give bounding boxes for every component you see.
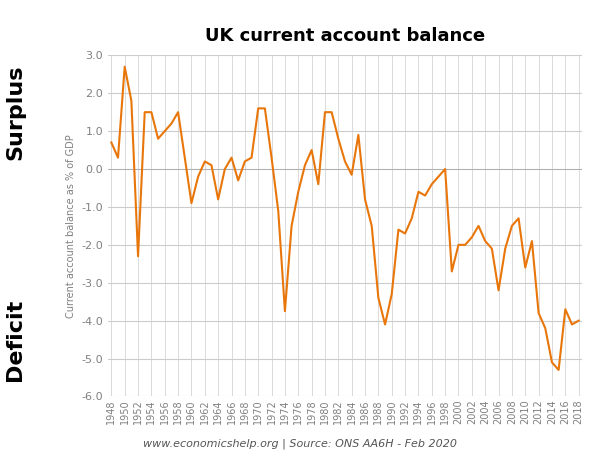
Text: Deficit: Deficit	[5, 298, 25, 381]
Text: www.economicshelp.org | Source: ONS AA6H - Feb 2020: www.economicshelp.org | Source: ONS AA6H…	[143, 439, 457, 449]
Title: UK current account balance: UK current account balance	[205, 28, 485, 46]
Y-axis label: Current account balance as % of GDP: Current account balance as % of GDP	[66, 134, 76, 318]
Text: Surplus: Surplus	[5, 65, 25, 160]
